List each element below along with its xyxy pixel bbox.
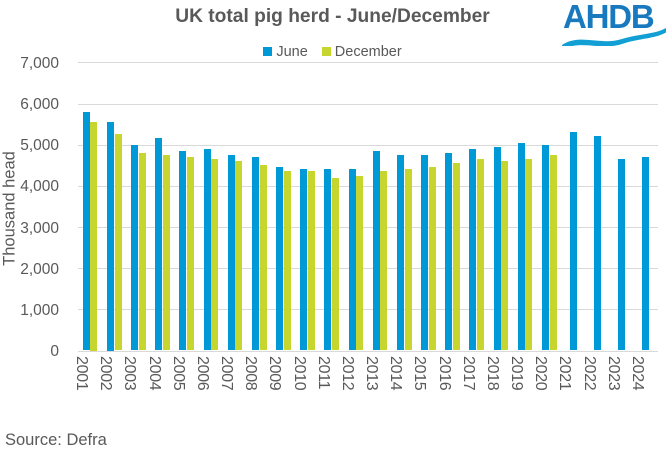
svg-text:AHDB: AHDB <box>563 1 654 35</box>
